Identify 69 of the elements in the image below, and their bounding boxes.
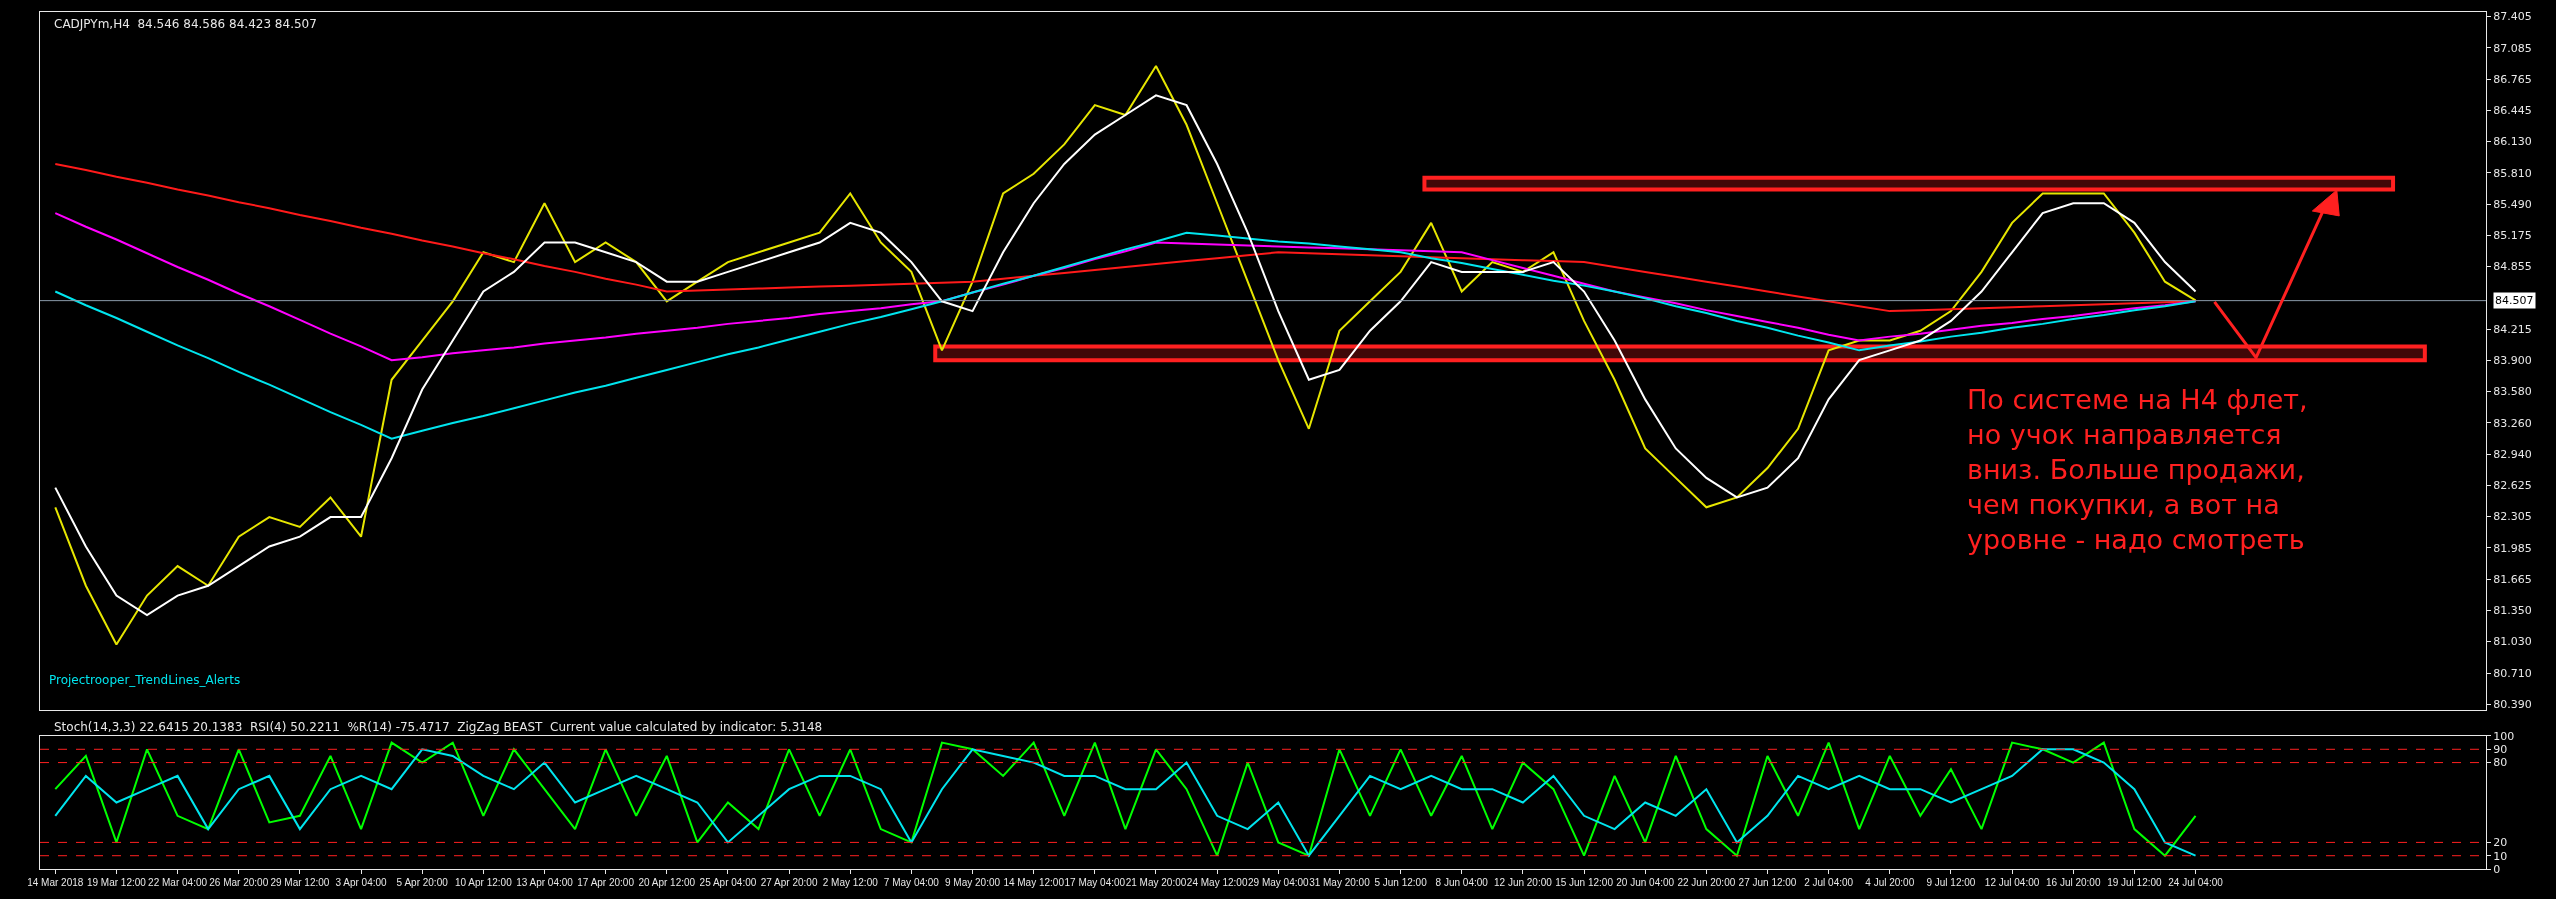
y-tick-label: 82.940 — [2493, 448, 2532, 462]
y-tick-label: 20 — [2493, 836, 2508, 850]
x-tick-label: 4 Jul 20:00 — [1865, 877, 1915, 888]
x-tick-label: 7 May 04:00 — [883, 877, 940, 888]
y-tick-label: 86.130 — [2493, 135, 2532, 149]
x-tick-label: 2 May 12:00 — [822, 877, 879, 888]
y-tick-label: 87.405 — [2493, 10, 2532, 24]
x-tick-label: 14 May 12:00 — [1003, 877, 1065, 888]
x-tick-label: 21 May 20:00 — [1125, 877, 1187, 888]
y-tick-label: 85.810 — [2493, 166, 2532, 180]
x-tick-label: 20 Apr 12:00 — [638, 877, 696, 888]
x-tick-label: 22 Jun 20:00 — [1677, 877, 1736, 888]
x-tick-label: 9 Jul 12:00 — [1926, 877, 1976, 888]
y-tick-label: 82.305 — [2493, 510, 2532, 524]
y-tick-label: 86.765 — [2493, 73, 2532, 87]
y-tick-label: 0 — [2493, 862, 2501, 876]
x-tick-label: 14 Mar 2018 — [27, 877, 84, 888]
x-tick-label: 13 Apr 04:00 — [516, 877, 574, 888]
chart-title: Stoch(14,3,3) 22.6415 20.1383 RSI(4) 50.2211 %R(14) -75.4717 ZigZag BEAST Current value calculated by indicator: 5.3148 — [54, 720, 823, 734]
x-tick-label: 19 Jul 12:00 — [2107, 877, 2163, 888]
y-tick-label: 90 — [2493, 743, 2508, 757]
y-tick-label: 80.390 — [2493, 698, 2532, 712]
y-tick-label: 10 — [2493, 849, 2508, 863]
x-tick-label: 29 Mar 12:00 — [270, 877, 330, 888]
x-tick-label: 24 Jul 04:00 — [2168, 877, 2224, 888]
x-tick-label: 27 Apr 20:00 — [760, 877, 818, 888]
x-tick-label: 20 Jun 04:00 — [1616, 877, 1675, 888]
y-tick-label: 85.175 — [2493, 228, 2532, 242]
y-tick-label: 84.855 — [2493, 260, 2532, 274]
y-tick-label: 81.350 — [2493, 604, 2532, 618]
y-tick-label: 81.985 — [2493, 541, 2532, 555]
x-tick-label: 3 Apr 04:00 — [335, 877, 388, 888]
annotation: Projectrooper_TrendLines_Alerts — [49, 673, 241, 687]
x-tick-label: 24 May 12:00 — [1186, 877, 1248, 888]
y-tick-label: 87.085 — [2493, 41, 2532, 55]
y-tick-label: 84.215 — [2493, 323, 2532, 337]
x-tick-label: 25 Apr 04:00 — [699, 877, 757, 888]
y-tick-label: 80.710 — [2493, 666, 2532, 680]
x-tick-label: 12 Jun 20:00 — [1493, 877, 1553, 888]
x-tick-label: 5 Jun 12:00 — [1374, 877, 1428, 888]
y-tick-label: 85.490 — [2493, 198, 2532, 212]
x-tick-label: 26 Mar 20:00 — [209, 877, 269, 888]
x-tick-label: 17 May 04:00 — [1064, 877, 1126, 888]
x-tick-label: 29 May 04:00 — [1247, 877, 1310, 888]
x-tick-label: 31 May 20:00 — [1309, 877, 1371, 888]
x-tick-label: 9 May 20:00 — [945, 877, 1001, 888]
y-tick-label: 83.260 — [2493, 416, 2532, 430]
y-tick-label: 82.625 — [2493, 479, 2532, 493]
y-tick-label: 81.030 — [2493, 635, 2532, 649]
y-tick-label: 83.580 — [2493, 385, 2532, 399]
annotation: По системе на H4 флет, но учок направляется вниз. Больше продажи, чем покупки, а вот на уровне - надо смотреть — [1967, 384, 2308, 556]
x-tick-label: 8 Jun 04:00 — [1435, 877, 1489, 888]
text: CADJPYm,H4 84.546 84.586 84.423 84.507 — [54, 17, 317, 31]
y-tick-label: 80 — [2493, 756, 2508, 770]
x-tick-label: 5 Apr 20:00 — [396, 877, 449, 888]
y-tick-label: 86.445 — [2493, 104, 2532, 118]
y-tick-label: 100 — [2493, 729, 2515, 743]
ref-line-label: 84.507 — [2495, 294, 2534, 307]
y-tick-label: 83.900 — [2493, 354, 2532, 368]
x-tick-label: 17 Apr 20:00 — [577, 877, 635, 888]
x-tick-label: 16 Jul 20:00 — [2045, 877, 2101, 888]
x-tick-label: 12 Jul 04:00 — [1984, 877, 2040, 888]
y-tick-label: 81.665 — [2493, 573, 2532, 587]
x-tick-label: 27 Jun 12:00 — [1738, 877, 1797, 888]
x-tick-label: 15 Jun 12:00 — [1555, 877, 1614, 888]
x-tick-label: 2 Jul 04:00 — [1804, 877, 1854, 888]
x-tick-label: 10 Apr 12:00 — [454, 877, 513, 888]
x-tick-label: 22 Mar 04:00 — [148, 877, 208, 888]
x-tick-label: 19 Mar 12:00 — [86, 877, 147, 888]
